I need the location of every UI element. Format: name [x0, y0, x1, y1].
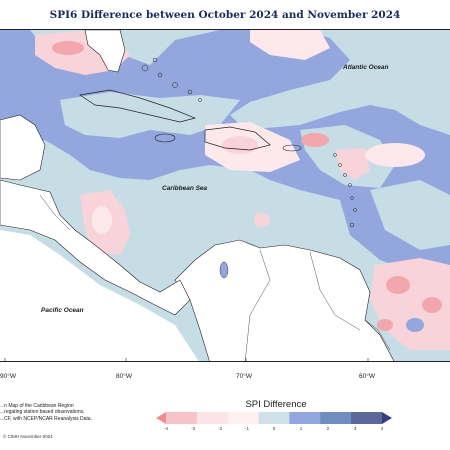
pacific-ocean-label: Pacific Ocean: [41, 307, 84, 314]
spi-difference-map: [0, 30, 450, 361]
legend-tick-label: 3: [353, 426, 357, 431]
central-america-land: [0, 179, 191, 316]
lake-maracaibo: [219, 261, 229, 279]
near-normal-se: [370, 180, 450, 250]
legend-swatch: [351, 412, 383, 424]
legend-swatch: [320, 412, 352, 424]
legend-swatch: [289, 412, 321, 424]
positive-anomaly-guiana-spot: [406, 318, 424, 332]
legend-tick-label: 2: [326, 426, 330, 431]
map-panel[interactable]: Atlantic Ocean Caribbean Sea Pacific Oce…: [0, 29, 450, 362]
negative-anomaly-central-core: [92, 206, 112, 234]
country-borders: [39, 194, 391, 361]
florida-land: [84, 30, 126, 73]
legend-tick-label: 0: [272, 426, 276, 431]
negative-anomaly-puerto-rico: [301, 133, 329, 147]
longitude-label-60w: 60°W: [359, 373, 375, 380]
longitude-tick-marks: [4, 358, 369, 361]
negative-anomaly-guiana-core-3: [377, 319, 393, 331]
legend-tick-label: 1: [299, 426, 303, 431]
negative-anomaly-guiana-core-1: [386, 276, 410, 294]
credits-line: ...regating station based observations,: [0, 409, 85, 416]
caribbean-sea-label: Caribbean Sea: [162, 185, 208, 192]
puerto-rico-land: [282, 144, 302, 152]
south-america-land: [174, 239, 395, 361]
lesser-antilles-islands: [333, 153, 357, 228]
longitude-label-80w: 80°W: [116, 373, 132, 380]
map-title: SPI6 Difference between October 2024 and…: [49, 9, 401, 21]
negative-anomaly-hispaniola-core: [222, 136, 258, 154]
cuba-land: [79, 89, 197, 123]
negative-anomaly-gulf-core: [52, 41, 84, 55]
legend-tick-label: -3: [190, 426, 195, 431]
legend-swatch: [227, 412, 260, 424]
credits-line: ...CF, with NCEP/NCAR Reanalysis Data.: [0, 415, 92, 422]
negative-anomaly-guiana-core-2: [422, 297, 442, 313]
copyright-text: © CIMH November-2024: [3, 434, 53, 439]
legend-tick-label: -4: [163, 426, 168, 431]
legend-colorbar: [156, 412, 392, 424]
bahamas-islands: [141, 57, 202, 102]
yucatan-land: [0, 114, 46, 181]
jamaica-land: [154, 133, 176, 143]
credits-block: ...n Map of the Caribbean Region ...rega…: [0, 403, 140, 422]
pacific-no-data: [0, 230, 199, 361]
negative-anomaly-north: [250, 30, 330, 60]
atlantic-ocean-label: Atlantic Ocean: [343, 64, 389, 71]
longitude-label-70w: 70°W: [236, 373, 252, 380]
legend-tick-label: -1: [244, 426, 249, 431]
negative-anomaly-colombia: [254, 213, 270, 227]
legend-tick-label: -2: [217, 426, 222, 431]
negative-anomaly-lesser-antilles: [335, 148, 370, 180]
negative-anomaly-atlantic-east: [365, 143, 425, 167]
legend-swatch: [258, 412, 290, 424]
legend-swatch: [166, 412, 198, 424]
legend-swatch: [196, 412, 229, 424]
legend-title: SPI Difference: [245, 399, 307, 410]
legend-swatch: [156, 412, 166, 424]
longitude-label-90w: 90°W: [0, 373, 16, 380]
credits-line: ...n Map of the Caribbean Region: [0, 403, 74, 409]
legend-swatch: [382, 412, 392, 424]
legend-tick-label: 4: [380, 426, 384, 431]
hispaniola-land: [204, 126, 271, 151]
